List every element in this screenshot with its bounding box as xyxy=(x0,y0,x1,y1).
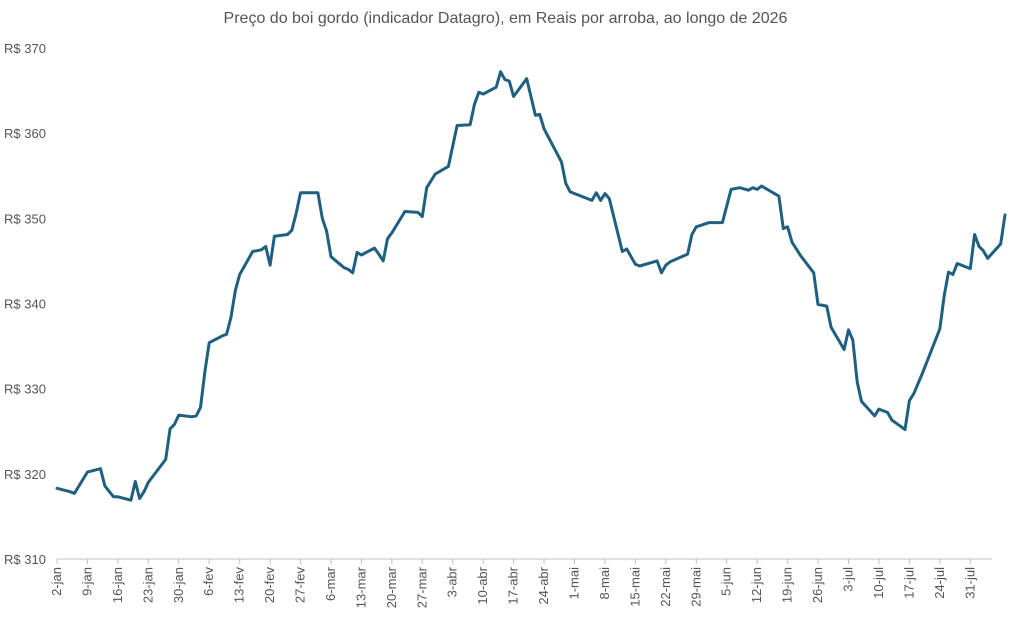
x-tick-label: 31-jul xyxy=(962,567,977,599)
x-tick-label: 3-abr xyxy=(445,566,460,597)
x-tick-label: 29-mai xyxy=(688,567,703,607)
x-tick-label: 23-jan xyxy=(140,567,155,603)
x-tick-label: 12-jun xyxy=(749,567,764,603)
chart-title: Preço do boi gordo (indicador Datagro), … xyxy=(223,10,788,27)
x-axis: 2-jan 9-jan 16-jan 23-jan 30-jan 6-fev 13-fev 2… xyxy=(49,558,992,608)
x-tick-label: 10-jul xyxy=(871,567,886,599)
x-tick-label: 27-mar xyxy=(414,566,429,608)
x-tick-label: 6-mar xyxy=(323,566,338,601)
y-tick-label: R$ 350 xyxy=(4,211,46,226)
x-tick-label: 16-jan xyxy=(110,567,125,603)
x-tick-label: 1-mai xyxy=(567,567,582,600)
x-tick-label: 30-jan xyxy=(171,567,186,603)
x-tick-label: 27-fev xyxy=(293,567,308,604)
x-tick-label: 13-fev xyxy=(232,567,247,604)
x-tick-label: 24-abr xyxy=(536,566,551,604)
y-tick-label: R$ 340 xyxy=(4,297,46,312)
x-tick-label: 8-mai xyxy=(597,567,612,600)
y-tick-label: R$ 370 xyxy=(4,41,46,56)
y-tick-label: R$ 330 xyxy=(4,382,46,397)
x-tick-label: 20-fev xyxy=(262,567,277,604)
y-tick-label: R$ 320 xyxy=(4,467,46,482)
x-tick-label: 22-mai xyxy=(658,567,673,607)
x-tick-label: 20-mar xyxy=(384,566,399,608)
x-tick-label: 24-jul xyxy=(932,567,947,599)
x-tick-label: 9-jan xyxy=(79,567,94,596)
x-tick-label: 2-jan xyxy=(49,567,64,596)
y-tick-label: R$ 310 xyxy=(4,552,46,567)
y-tick-label: R$ 360 xyxy=(4,126,46,141)
x-tick-label: 6-fev xyxy=(201,567,216,596)
x-tick-label: 15-mai xyxy=(627,567,642,607)
x-tick-label: 19-jun xyxy=(780,567,795,603)
series-line xyxy=(55,70,1007,502)
x-tick-label: 5-jun xyxy=(719,567,734,596)
series-layer xyxy=(55,70,1007,502)
x-tick-label: 13-mar xyxy=(353,566,368,608)
x-tick-label: 17-jul xyxy=(901,567,916,599)
x-tick-label: 26-jun xyxy=(810,567,825,603)
y-axis-labels: R$ 310 R$ 320 R$ 330 R$ 340 R$ 350 R$ 360 R$ 3… xyxy=(4,41,46,567)
x-tick-label: 10-abr xyxy=(475,566,490,604)
x-tick-label: 17-abr xyxy=(506,566,521,604)
x-tick-label: 3-jul xyxy=(840,567,855,592)
